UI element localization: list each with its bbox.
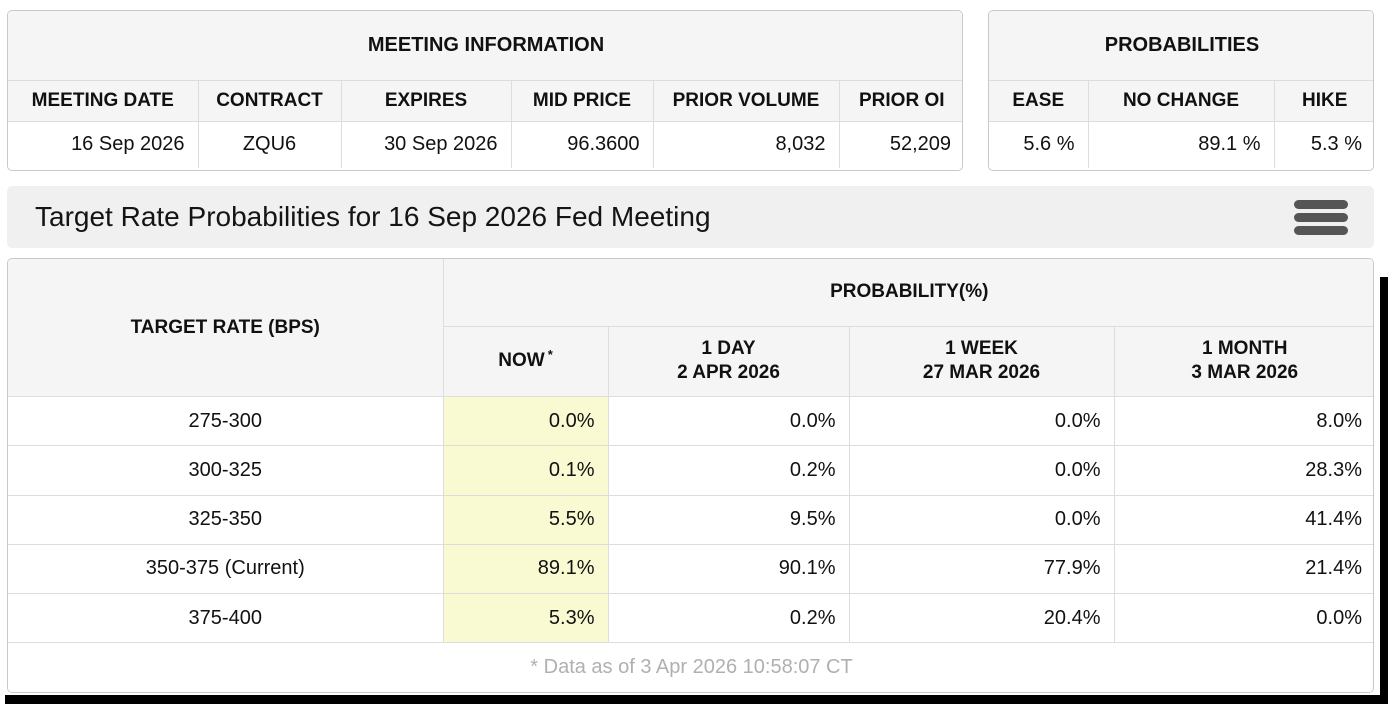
cell-1-week: 0.0% — [849, 495, 1115, 545]
col-header-expires: EXPIRES — [341, 80, 512, 122]
meeting-information-data-row: 16 Sep 2026 ZQU6 30 Sep 2026 96.3600 8,0… — [8, 121, 962, 168]
now-footnote-marker: * — [547, 347, 553, 363]
target-rate-probabilities-table: TARGET RATE (BPS) PROBABILITY(%) NOW * 1 … — [8, 259, 1373, 692]
page-title: Target Rate Probabilities for 16 Sep 202… — [35, 201, 711, 232]
table-row: 325-350 5.5% 9.5% 0.0% 41.4% — [8, 495, 1373, 545]
table-row: 375-400 5.3% 0.2% 20.4% 0.0% — [8, 593, 1373, 644]
col-header-contract: CONTRACT — [198, 80, 342, 122]
cell-1-day: 0.2% — [608, 445, 850, 496]
cell-1-day: 9.5% — [608, 495, 850, 545]
col-header-target-rate-bps: TARGET RATE (BPS) — [8, 259, 444, 398]
cell-no-change: 89.1 % — [1088, 121, 1275, 168]
cell-now: 89.1% — [443, 544, 609, 594]
meeting-information-table: MEETING INFORMATION MEETING DATE CONTRAC… — [8, 11, 962, 168]
table-footnote-row: * Data as of 3 Apr 2026 10:58:07 CT — [8, 642, 1373, 692]
cell-ease: 5.6 % — [989, 121, 1089, 168]
cell-expires: 30 Sep 2026 — [341, 121, 512, 168]
cell-hike: 5.3 % — [1274, 121, 1373, 168]
cell-1-week: 0.0% — [849, 445, 1115, 496]
cell-target-rate: 350-375 (Current) — [8, 544, 444, 594]
cell-1-day: 90.1% — [608, 544, 850, 594]
cell-1-month: 41.4% — [1114, 495, 1373, 545]
col-header-now: NOW * — [443, 326, 609, 398]
cell-prior-volume: 8,032 — [653, 121, 840, 168]
cell-target-rate: 275-300 — [8, 396, 444, 447]
meeting-information-header-row: MEETING INFORMATION — [8, 11, 962, 81]
cell-1-month: 8.0% — [1114, 396, 1373, 447]
right-frame-bar[interactable] — [1380, 277, 1388, 704]
table-row-current: 350-375 (Current) 89.1% 90.1% 77.9% 21.4… — [8, 544, 1373, 594]
period-date: 2 APR 2026 — [677, 362, 780, 384]
period-label: 1 MONTH — [1202, 337, 1288, 359]
target-rate-probabilities-panel: TARGET RATE (BPS) PROBABILITY(%) NOW * 1 … — [7, 258, 1374, 693]
bottom-frame-bar[interactable] — [5, 695, 1388, 704]
probabilities-title: PROBABILITIES — [989, 11, 1373, 81]
cell-prior-oi: 52,209 — [839, 121, 962, 168]
cell-1-week: 0.0% — [849, 396, 1115, 447]
probability-subheader-row: NOW * 1 DAY 2 APR 2026 1 WEEK 27 MAR 2026 1… — [8, 326, 1373, 398]
hamburger-bar — [1294, 212, 1348, 222]
cell-1-week: 77.9% — [849, 544, 1115, 594]
cell-1-week: 20.4% — [849, 593, 1115, 644]
cell-1-month: 0.0% — [1114, 593, 1373, 644]
probabilities-panel: PROBABILITIES EASE NO CHANGE HIKE 5.6 % … — [988, 10, 1374, 171]
cell-meeting-date: 16 Sep 2026 — [8, 121, 199, 168]
probabilities-header-row: PROBABILITIES — [989, 11, 1373, 81]
col-header-no-change: NO CHANGE — [1088, 80, 1275, 122]
meeting-information-panel: MEETING INFORMATION MEETING DATE CONTRAC… — [7, 10, 963, 171]
col-header-mid-price: MID PRICE — [511, 80, 654, 122]
probabilities-columns-row: EASE NO CHANGE HIKE — [989, 80, 1373, 122]
meeting-information-title: MEETING INFORMATION — [8, 11, 962, 81]
col-header-prior-volume: PRIOR VOLUME — [653, 80, 840, 122]
cell-target-rate: 375-400 — [8, 593, 444, 644]
col-header-1-day: 1 DAY 2 APR 2026 — [608, 326, 850, 398]
probabilities-table: PROBABILITIES EASE NO CHANGE HIKE 5.6 % … — [989, 11, 1373, 168]
period-label: 1 WEEK — [945, 337, 1018, 359]
period-date: 3 MAR 2026 — [1191, 362, 1299, 384]
hamburger-bar — [1294, 199, 1348, 209]
col-header-hike: HIKE — [1274, 80, 1373, 122]
cell-now: 5.5% — [443, 495, 609, 545]
meeting-information-columns-row: MEETING DATE CONTRACT EXPIRES MID PRICE … — [8, 80, 962, 122]
cell-target-rate: 300-325 — [8, 445, 444, 496]
cell-1-day: 0.0% — [608, 396, 850, 447]
cell-now: 5.3% — [443, 593, 609, 644]
col-header-1-month: 1 MONTH 3 MAR 2026 — [1114, 326, 1373, 398]
cell-now: 0.1% — [443, 445, 609, 496]
now-label: NOW — [498, 350, 545, 372]
chart-title-bar: Target Rate Probabilities for 16 Sep 202… — [7, 186, 1374, 248]
probability-group-header: PROBABILITY(%) — [443, 259, 1373, 327]
cell-1-month: 21.4% — [1114, 544, 1373, 594]
data-as-of-footnote: * Data as of 3 Apr 2026 10:58:07 CT — [8, 642, 1373, 692]
col-header-ease: EASE — [989, 80, 1089, 122]
probabilities-data-row: 5.6 % 89.1 % 5.3 % — [989, 121, 1373, 168]
period-label: 1 DAY — [701, 337, 756, 359]
cell-target-rate: 325-350 — [8, 495, 444, 545]
cell-1-month: 28.3% — [1114, 445, 1373, 496]
period-date: 27 MAR 2026 — [922, 362, 1041, 384]
table-row: 300-325 0.1% 0.2% 0.0% 28.3% — [8, 445, 1373, 496]
probability-group-header-row: TARGET RATE (BPS) PROBABILITY(%) — [8, 259, 1373, 398]
cell-mid-price: 96.3600 — [511, 121, 654, 168]
cell-1-day: 0.2% — [608, 593, 850, 644]
cell-contract: ZQU6 — [198, 121, 342, 168]
hamburger-bar — [1294, 225, 1348, 235]
col-header-prior-oi: PRIOR OI — [839, 80, 962, 122]
hamburger-menu-icon[interactable] — [1294, 197, 1348, 237]
col-header-1-week: 1 WEEK 27 MAR 2026 — [849, 326, 1115, 398]
table-row: 275-300 0.0% 0.0% 0.0% 8.0% — [8, 396, 1373, 447]
cell-now: 0.0% — [443, 396, 609, 447]
col-header-meeting-date: MEETING DATE — [8, 80, 199, 122]
